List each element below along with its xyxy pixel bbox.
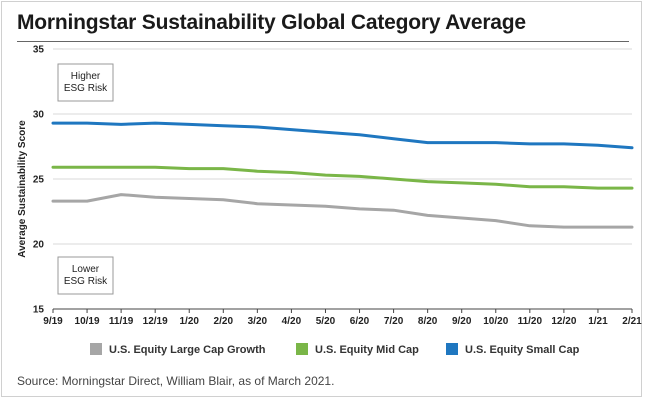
y-tick-label: 15 bbox=[33, 305, 45, 316]
legend-label: U.S. Equity Mid Cap bbox=[315, 344, 419, 356]
lower-esg-risk-annotation-text: Lower bbox=[72, 264, 100, 275]
x-tick-label: 11/20 bbox=[518, 316, 543, 327]
chart-title: Morningstar Sustainability Global Catego… bbox=[17, 11, 526, 34]
series-line-u-s-equity-small-cap bbox=[51, 121, 634, 150]
y-axis-title: Average Sustainability Score bbox=[17, 120, 28, 258]
x-tick-label: 10/19 bbox=[75, 316, 100, 327]
x-tick-label: 10/20 bbox=[483, 316, 508, 327]
x-tick-label: 2/21 bbox=[622, 316, 642, 327]
x-tick-label: 9/19 bbox=[43, 316, 63, 327]
title-divider bbox=[17, 41, 629, 42]
x-tick-label: 11/19 bbox=[109, 316, 134, 327]
x-tick-label: 6/20 bbox=[350, 316, 370, 327]
x-tick-label: 12/19 bbox=[143, 316, 168, 327]
legend-label: U.S. Equity Large Cap Growth bbox=[109, 344, 266, 356]
y-tick-label: 25 bbox=[33, 175, 45, 186]
legend-swatch bbox=[90, 343, 102, 355]
x-tick-label: 12/20 bbox=[551, 316, 576, 327]
x-tick-label: 8/20 bbox=[418, 316, 438, 327]
x-tick-label: 7/20 bbox=[384, 316, 404, 327]
x-tick-label: 1/20 bbox=[180, 316, 200, 327]
y-tick-label: 30 bbox=[33, 110, 45, 121]
legend-swatch bbox=[446, 343, 458, 355]
legend-swatch bbox=[296, 343, 308, 355]
higher-esg-risk-annotation-text: ESG Risk bbox=[64, 83, 108, 94]
x-tick-label: 5/20 bbox=[316, 316, 336, 327]
x-tick-label: 4/20 bbox=[282, 316, 302, 327]
y-tick-label: 35 bbox=[33, 45, 45, 56]
higher-esg-risk-annotation-text: Higher bbox=[71, 71, 101, 82]
source-note: Source: Morningstar Direct, William Blai… bbox=[17, 374, 335, 388]
x-tick-label: 2/20 bbox=[214, 316, 234, 327]
higher-esg-risk-annotation-box bbox=[57, 63, 114, 102]
x-tick-label: 3/20 bbox=[248, 316, 268, 327]
x-tick-label: 1/21 bbox=[588, 316, 608, 327]
legend-label: U.S. Equity Small Cap bbox=[465, 344, 580, 356]
lower-esg-risk-annotation-text: ESG Risk bbox=[64, 276, 108, 287]
lower-esg-risk-annotation-box bbox=[57, 256, 114, 295]
series-line-u-s-equity-mid-cap bbox=[51, 165, 634, 190]
y-tick-label: 20 bbox=[33, 240, 45, 251]
x-tick-label: 9/20 bbox=[452, 316, 472, 327]
series-line-u-s-equity-large-cap-growth bbox=[51, 193, 634, 229]
